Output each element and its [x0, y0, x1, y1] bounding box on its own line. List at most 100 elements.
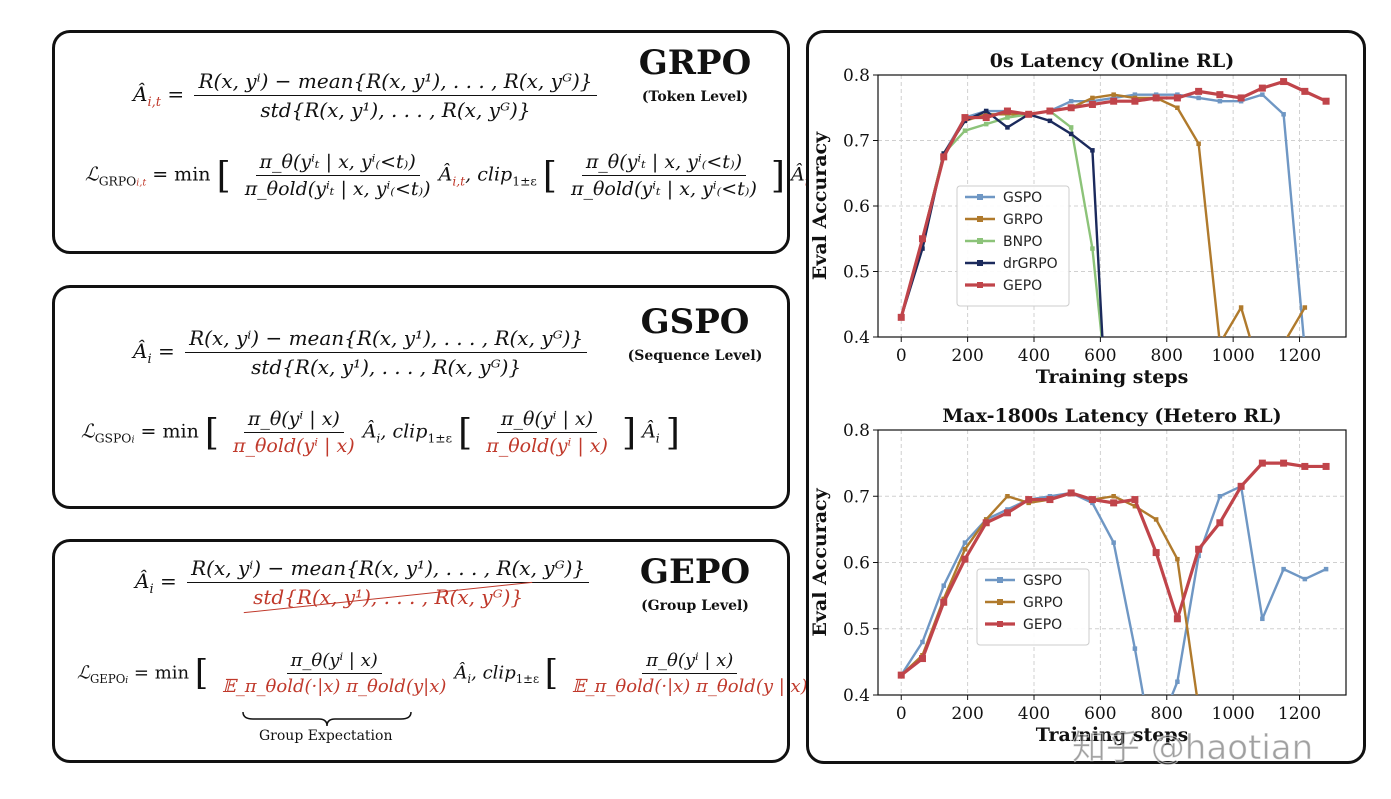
- gepo-ratio-numerator: π_θ(yⁱ | x): [286, 650, 382, 674]
- data-point-drgrpo: [1005, 125, 1010, 130]
- data-point-gepo: [1110, 499, 1118, 507]
- data-point-gepo: [1216, 91, 1224, 99]
- data-point-gepo: [982, 519, 990, 527]
- data-point-gepo: [1258, 84, 1266, 92]
- x-tick-label: 800: [1151, 346, 1183, 366]
- data-point-gepo: [1110, 97, 1118, 105]
- x-tick-label: 1200: [1278, 346, 1321, 366]
- gspo-loss-equation: ℒGSPOi = min [ π_θ(yⁱ | x) π_θold(yⁱ | x…: [81, 408, 680, 457]
- grpo-ratio-denominator: π_θold(yⁱₜ | x, yⁱ₍<t₎): [244, 178, 431, 200]
- x-tick-label: 1000: [1212, 346, 1255, 366]
- x-axis-label: Training steps: [1036, 366, 1189, 388]
- data-point-drgrpo: [1047, 118, 1053, 124]
- data-point-drgrpo: [1068, 131, 1074, 137]
- gspo-advantage-equation: Âi = R(x, yⁱ) − mean{R(x, y¹), . . . , R…: [133, 326, 591, 379]
- data-point-gspo: [1068, 98, 1074, 104]
- gspo-subtitle: (Sequence Level): [627, 348, 763, 364]
- y-tick-label: 0.4: [843, 328, 870, 348]
- data-point-gspo: [1111, 540, 1116, 545]
- legend-marker-grpo: [977, 216, 983, 222]
- gspo-adv-denominator: std{R(x, y¹), . . . , R(x, yᴳ)}: [251, 355, 522, 379]
- legend-label-bnpo: BNPO: [1003, 234, 1043, 250]
- y-axis-label: Eval Accuracy: [812, 131, 831, 280]
- data-point-gspo: [1323, 566, 1329, 572]
- data-point-gspo: [920, 639, 925, 645]
- data-point-gepo: [961, 114, 969, 122]
- grpo-subtitle: (Token Level): [641, 89, 749, 105]
- data-point-grpo: [1111, 92, 1116, 97]
- chart-hetero-rl: 0.4 0.5 0.6 0.7 0.8 0 200 400 600 800 1000 1200 Max-…: [812, 405, 1347, 746]
- data-point-grpo: [1090, 95, 1095, 101]
- data-point-gepo: [1280, 78, 1288, 86]
- data-point-gspo: [1217, 494, 1223, 499]
- data-point-gepo: [1173, 615, 1181, 623]
- legend-label-gepo: GEPO: [1003, 278, 1042, 294]
- legend-marker-drgrpo: [977, 260, 983, 266]
- chart-title: Max-1800s Latency (Hetero RL): [942, 405, 1281, 427]
- data-point-gspo: [1196, 95, 1201, 101]
- y-tick-label: 0.6: [843, 197, 870, 217]
- grpo-panel: GRPO (Token Level) Âi,t = R(x, yⁱ) − mea…: [52, 30, 838, 254]
- data-point-gepo: [1322, 97, 1330, 105]
- data-point-gspo: [1196, 553, 1201, 559]
- group-expectation-brace: [242, 711, 412, 727]
- x-tick-label: 400: [1018, 704, 1050, 724]
- data-point-gepo: [1322, 462, 1330, 470]
- data-point-gspo: [1260, 616, 1265, 622]
- data-point-gepo: [1301, 87, 1309, 95]
- y-tick-label: 0.4: [843, 686, 870, 706]
- data-point-gepo: [1195, 545, 1203, 553]
- grpo-advantage-equation: Âi,t = R(x, yⁱ) − mean{R(x, y¹), . . . ,…: [133, 69, 601, 122]
- gspo-ratio-denominator: π_θold(yⁱ | x): [233, 435, 355, 457]
- data-point-gepo: [1046, 107, 1054, 115]
- series-group: [897, 78, 1330, 359]
- data-point-gspo: [1260, 92, 1265, 97]
- gepo-subtitle: (Group Level): [641, 598, 749, 614]
- data-point-gspo: [1132, 92, 1138, 97]
- data-point-gepo: [982, 114, 990, 122]
- data-point-gepo: [1152, 94, 1160, 102]
- y-axis-label: Eval Accuracy: [812, 487, 831, 636]
- watermark: 知乎 @haotian: [1071, 728, 1314, 769]
- data-point-gspo: [962, 540, 968, 545]
- data-point-grpo: [962, 547, 968, 552]
- gspo-adv-numerator: R(x, yⁱ) − mean{R(x, y¹), . . . , R(x, y…: [185, 326, 588, 353]
- x-tick-label: 0: [896, 346, 907, 366]
- data-point-gepo: [1216, 519, 1224, 527]
- legend: GSPO GRPO BNPO drGRPO GEPO: [956, 185, 1070, 307]
- data-point-gepo: [918, 235, 926, 243]
- data-point-grpo: [1260, 354, 1265, 359]
- x-tick-label: 1000: [1212, 704, 1255, 724]
- x-tick-label: 200: [951, 704, 983, 724]
- data-point-gepo: [1280, 459, 1288, 467]
- gepo-adv-numerator: R(x, yⁱ) − mean{R(x, y¹), . . . , R(x, y…: [187, 556, 590, 583]
- x-tick-label: 200: [951, 346, 983, 366]
- data-point-gspo: [1281, 112, 1286, 117]
- data-point-gepo: [1195, 87, 1203, 95]
- chart-title: 0s Latency (Online RL): [990, 50, 1235, 72]
- data-point-bnpo: [983, 121, 989, 127]
- data-point-gepo: [1088, 100, 1096, 108]
- legend-label-gspo: GSPO: [1003, 190, 1042, 206]
- legend: GSPO GRPO GEPO: [976, 568, 1090, 646]
- data-point-gspo: [1281, 566, 1286, 572]
- grpo-adv-numerator: R(x, yⁱ) − mean{R(x, y¹), . . . , R(x, y…: [194, 69, 597, 96]
- gepo-panel: GEPO (Group Level) Âi = R(x, yⁱ) − mean{…: [52, 539, 876, 763]
- data-point-grpo: [1175, 105, 1180, 110]
- y-tick-label: 0.5: [843, 263, 870, 283]
- data-point-grpo: [1111, 494, 1116, 499]
- data-point-gepo: [940, 153, 948, 161]
- data-point-gepo: [940, 598, 948, 606]
- data-point-gepo: [897, 313, 905, 321]
- y-tick-label: 0.7: [843, 487, 870, 507]
- data-point-grpo: [1005, 494, 1010, 499]
- data-point-grpo: [1196, 141, 1201, 147]
- data-point-grpo: [1175, 556, 1180, 562]
- data-point-gspo: [1302, 576, 1308, 582]
- data-point-bnpo: [1090, 246, 1095, 251]
- data-point-grpo: [1302, 305, 1308, 310]
- legend-marker-gspo: [997, 577, 1003, 583]
- gepo-advantage-equation: Âi = R(x, yⁱ) − mean{R(x, y¹), . . . , R…: [135, 556, 593, 609]
- data-point-gepo: [1067, 104, 1075, 112]
- legend-label-gepo: GEPO: [1023, 617, 1062, 633]
